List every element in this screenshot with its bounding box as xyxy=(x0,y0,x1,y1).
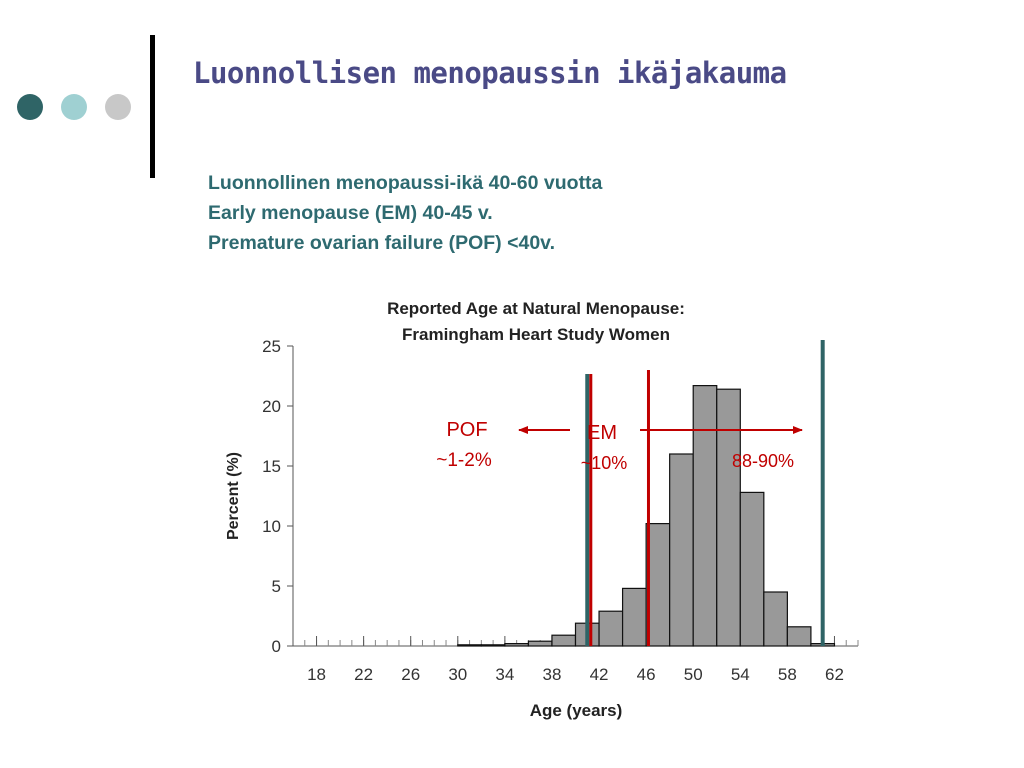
histogram-bar xyxy=(669,453,694,647)
x-tick-label: 34 xyxy=(495,665,514,684)
decor-dot-1 xyxy=(17,94,43,120)
bullet-natural-age: Luonnollinen menopaussi-ikä 40-60 vuotta xyxy=(208,172,603,194)
histogram-bar xyxy=(692,385,718,647)
em-percent: ~10% xyxy=(581,453,628,473)
histogram-bar xyxy=(527,640,553,647)
histogram-bar xyxy=(739,491,765,647)
x-tick-label: 58 xyxy=(778,665,797,684)
x-tick-label: 54 xyxy=(731,665,750,684)
y-axis-label: Percent (%) xyxy=(225,452,242,540)
bullet-early-menopause: Early menopause (EM) 40-45 v. xyxy=(208,202,493,224)
histogram-bar xyxy=(763,591,788,647)
pof-label: POF xyxy=(446,419,487,441)
histogram-bar xyxy=(504,642,530,647)
x-tick-label: 22 xyxy=(354,665,373,684)
x-tick-label: 46 xyxy=(637,665,656,684)
histogram-bar xyxy=(551,634,577,647)
y-tick-label: 15 xyxy=(262,457,281,476)
histogram-bar xyxy=(480,644,506,647)
em-label: EM xyxy=(587,422,617,444)
y-tick-label: 20 xyxy=(262,397,281,416)
decor-dot-2 xyxy=(61,94,87,120)
decor-dot-3 xyxy=(105,94,131,120)
bullet-pof: Premature ovarian failure (POF) <40v. xyxy=(208,232,555,254)
histogram-bar xyxy=(457,644,482,647)
x-tick-label: 50 xyxy=(684,665,703,684)
chart-subtitle: Framingham Heart Study Women xyxy=(402,325,670,344)
histogram-bar xyxy=(786,626,812,647)
histogram-bar xyxy=(598,610,624,647)
y-tick-label: 0 xyxy=(272,637,281,656)
x-tick-label: 18 xyxy=(307,665,326,684)
y-tick-label: 5 xyxy=(272,577,281,596)
y-tick-label: 10 xyxy=(262,517,281,536)
slide-bullets: Luonnollinen menopaussi-ikä 40-60 vuotta… xyxy=(208,168,602,258)
x-tick-label: 38 xyxy=(542,665,561,684)
x-tick-label: 42 xyxy=(590,665,609,684)
x-tick-label: 30 xyxy=(448,665,467,684)
histogram-bar xyxy=(716,388,741,647)
y-tick-label: 25 xyxy=(262,337,281,356)
x-tick-label: 62 xyxy=(825,665,844,684)
pof-percent: ~1-2% xyxy=(436,450,492,471)
title-divider xyxy=(150,35,155,178)
slide-title: Luonnollisen menopaussin ikäjakauma xyxy=(193,56,787,90)
histogram-bar xyxy=(621,587,647,647)
chart-title: Reported Age at Natural Menopause: xyxy=(387,299,685,318)
x-tick-label: 26 xyxy=(401,665,420,684)
normal-percent: 88-90% xyxy=(732,451,794,471)
x-axis-label: Age (years) xyxy=(530,701,623,720)
